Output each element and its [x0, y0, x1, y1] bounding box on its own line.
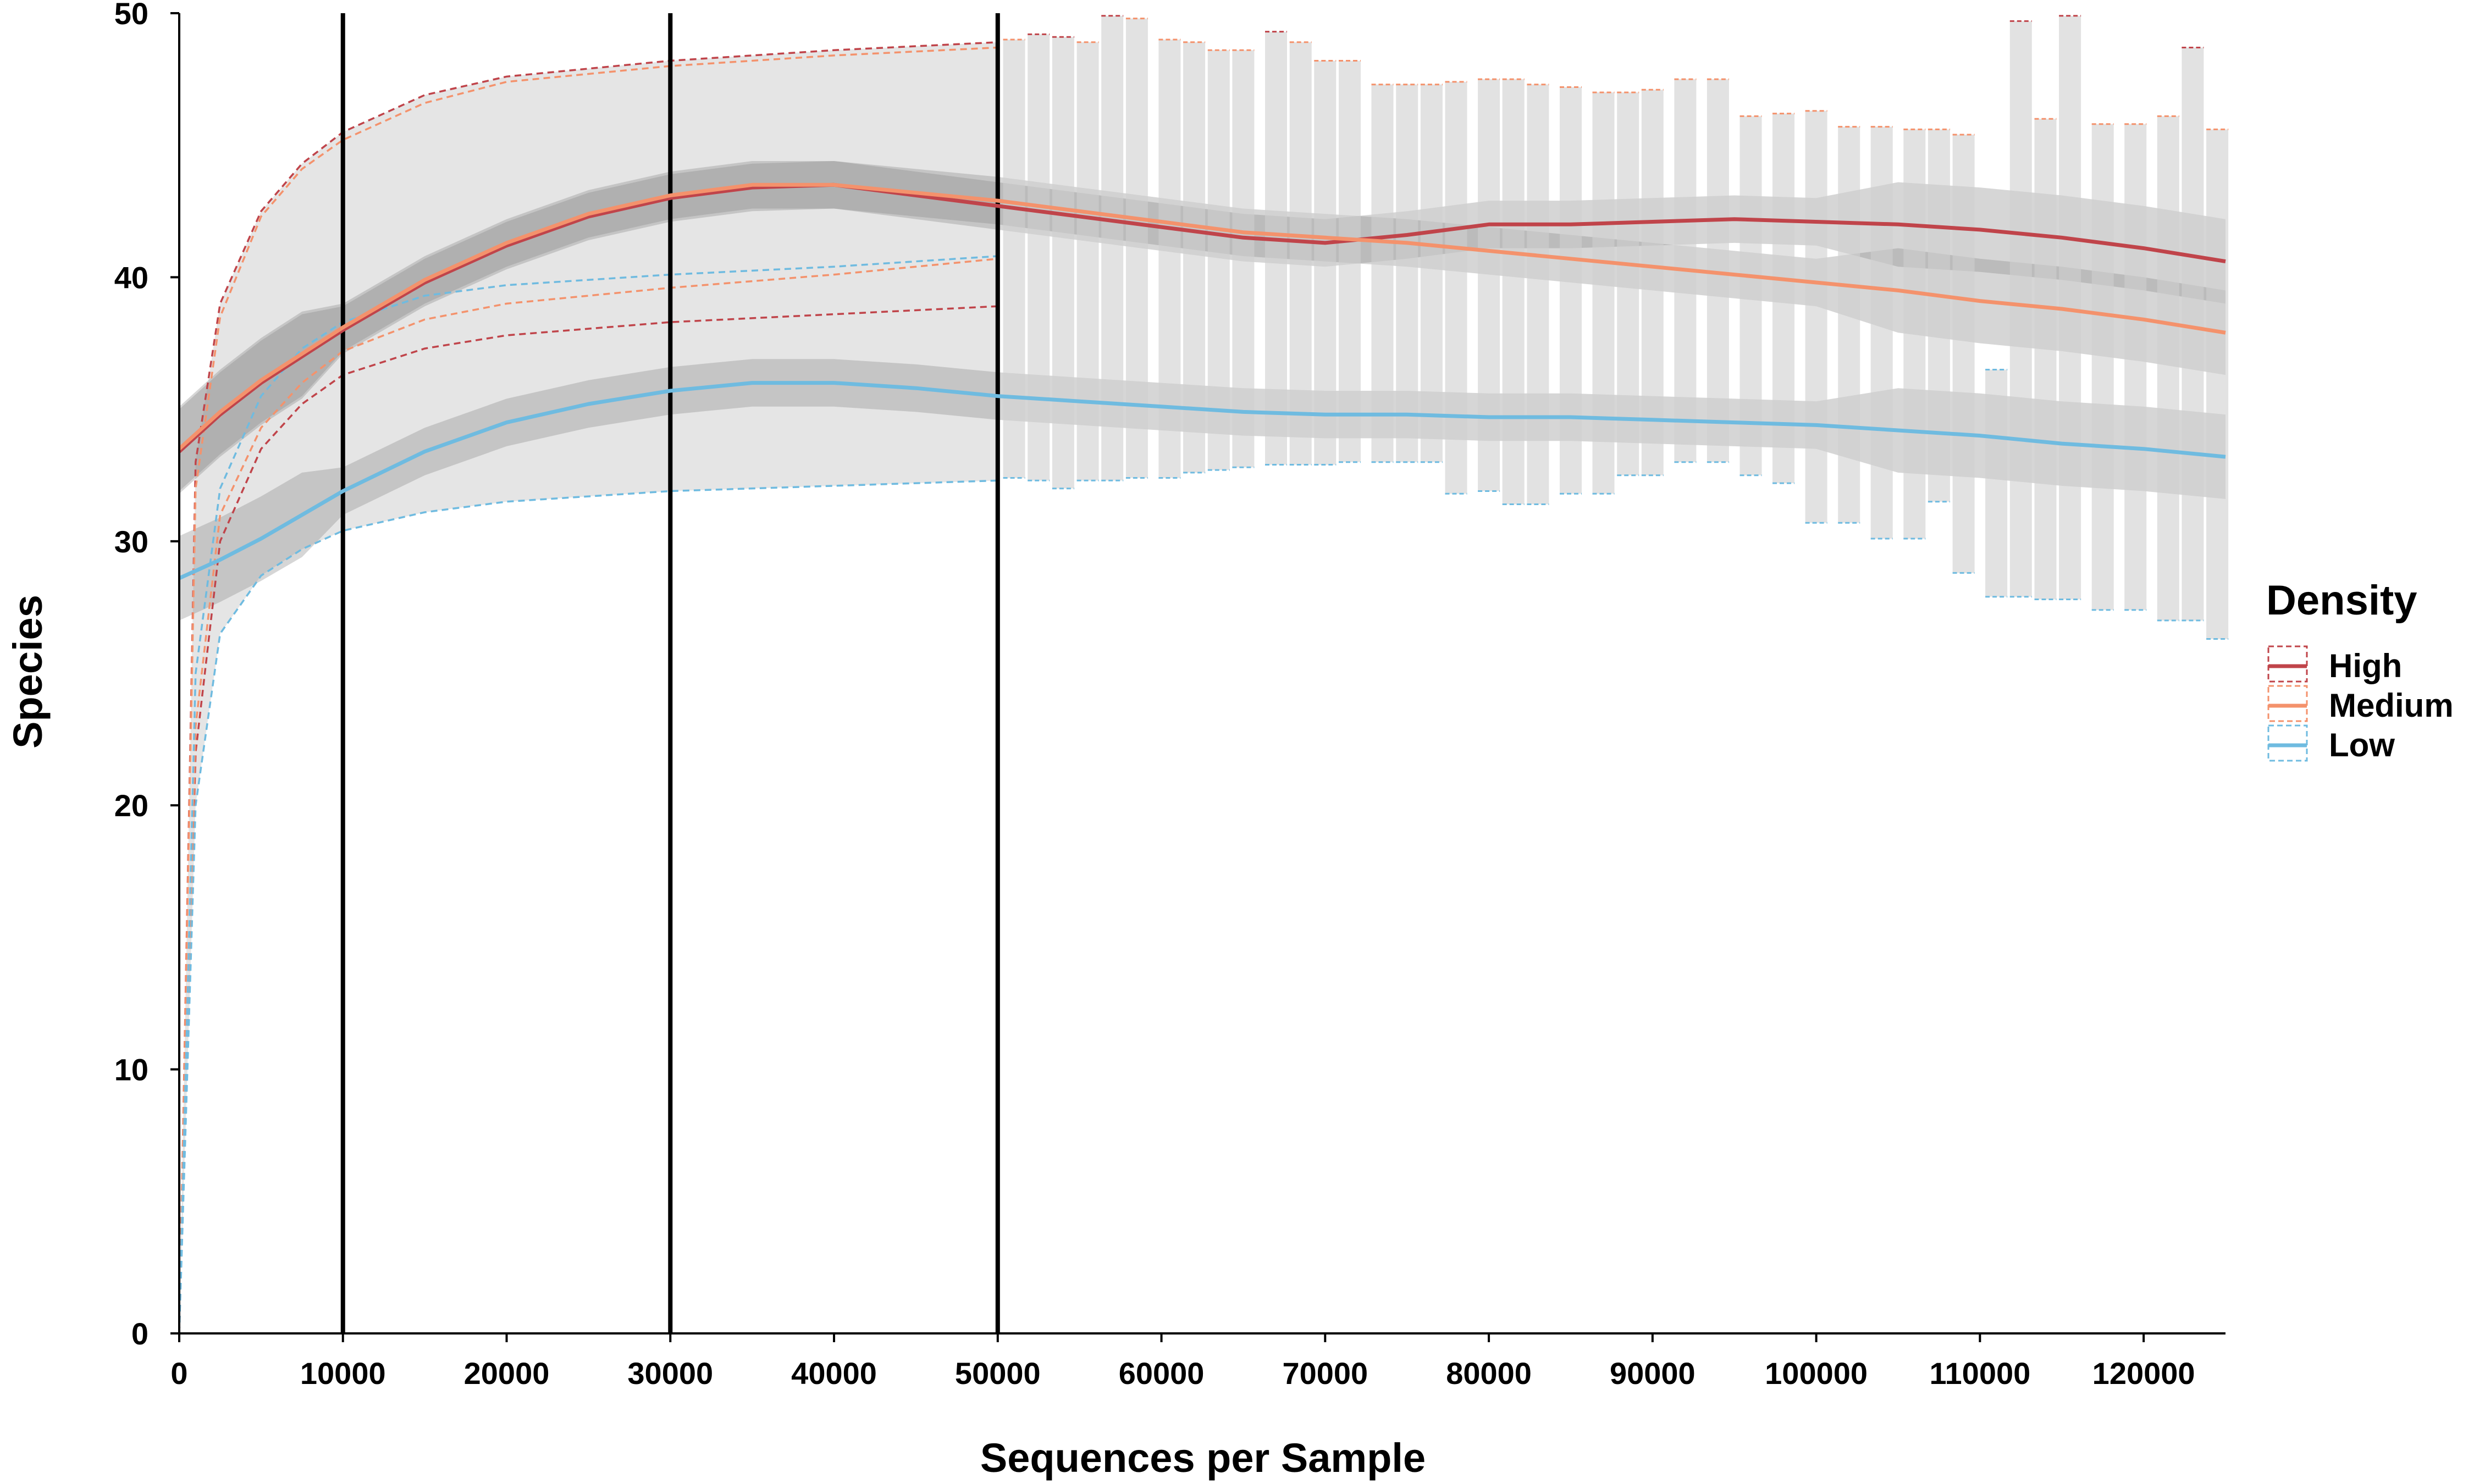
error-bar [1003, 40, 1025, 478]
error-bar [1420, 84, 1443, 462]
outer-envelope-band [179, 42, 998, 1333]
error-bar [1985, 369, 2008, 597]
legend-key-box [2267, 645, 2308, 683]
series-line-medium [178, 182, 2226, 451]
legend-label-high: High [2329, 647, 2402, 684]
error-bars [1003, 15, 2229, 640]
error-bar [1232, 50, 1255, 468]
error-bar [1396, 84, 1418, 462]
x-tick-label: 110000 [1929, 1356, 2030, 1391]
error-bar [2206, 129, 2229, 639]
error-bar [1207, 50, 1230, 470]
error-bar [2091, 124, 2114, 610]
tick-labels: 0 10000 20000 30000 40000 50000 60000 70000 8000… [114, 0, 2195, 1391]
error-bar [1903, 129, 1926, 539]
smoothed-series [178, 182, 2226, 580]
series-line-low [178, 381, 2226, 580]
error-bar [1339, 60, 1361, 462]
error-bar [1592, 92, 1615, 494]
error-bar [2157, 116, 2179, 621]
error-bar [1502, 79, 1525, 505]
y-tick-label: 20 [114, 788, 148, 823]
x-tick-label: 60000 [1119, 1356, 1205, 1391]
error-bar [1527, 84, 1549, 505]
error-bar [2034, 119, 2057, 600]
error-bar [1183, 42, 1206, 473]
legend-title: Density [2266, 577, 2417, 624]
error-bar [1125, 18, 1148, 478]
error-bar [1158, 40, 1181, 478]
x-tick-label: 30000 [627, 1356, 713, 1391]
x-tick-label: 100000 [1765, 1356, 1868, 1391]
reference-vertical-lines [340, 13, 1000, 1333]
legend-key-box [2267, 685, 2308, 722]
error-bar [1739, 116, 1762, 475]
x-tick-label: 20000 [464, 1356, 550, 1391]
error-bar [1805, 110, 1827, 523]
error-bar [2009, 21, 2032, 597]
lower-bound-low [178, 479, 998, 1334]
x-tick-label: 50000 [955, 1356, 1041, 1391]
lower-bound-medium [178, 258, 998, 1334]
y-tick-label: 0 [131, 1316, 148, 1351]
error-bar [1772, 113, 1794, 484]
axes [170, 12, 2226, 1342]
x-tick-label: 120000 [2092, 1356, 2195, 1391]
error-bar [1052, 37, 1074, 489]
x-tick-label: 40000 [791, 1356, 877, 1391]
series-line-high [178, 182, 2226, 453]
error-bar [1289, 42, 1312, 465]
legend-key-box [2267, 724, 2308, 762]
error-bar [1870, 126, 1893, 539]
y-tick-label: 50 [114, 0, 148, 31]
error-bar [1838, 126, 1860, 523]
upper-bound-medium [178, 46, 998, 1334]
x-tick-label: 0 [170, 1356, 187, 1391]
error-bar [1478, 79, 1500, 491]
error-bar [1314, 60, 1337, 465]
error-bar [1641, 90, 1664, 475]
y-axis-label: Species [5, 595, 51, 749]
error-bar [1617, 92, 1639, 475]
legend-label-low: Low [2329, 727, 2395, 763]
error-bar [1101, 15, 1124, 481]
error-bar [1265, 31, 1287, 465]
error-bar [1560, 87, 1582, 494]
x-tick-label: 70000 [1282, 1356, 1368, 1391]
x-tick-label: 90000 [1610, 1356, 1696, 1391]
y-tick-label: 30 [114, 524, 148, 559]
x-axis-label: Sequences per Sample [980, 1435, 1426, 1481]
error-bar [1928, 129, 1950, 502]
error-bar [1952, 135, 1975, 573]
error-bar [1445, 81, 1467, 494]
error-bar [2182, 47, 2204, 621]
error-bar [1028, 34, 1050, 481]
y-tick-label: 40 [114, 260, 148, 295]
error-bar [1371, 84, 1394, 462]
x-tick-label: 10000 [300, 1356, 386, 1391]
error-bar [2124, 124, 2147, 610]
x-tick-label: 80000 [1446, 1356, 1532, 1391]
legend-label-medium: Medium [2329, 687, 2454, 724]
y-tick-label: 10 [114, 1053, 148, 1087]
error-bar [1076, 42, 1099, 481]
